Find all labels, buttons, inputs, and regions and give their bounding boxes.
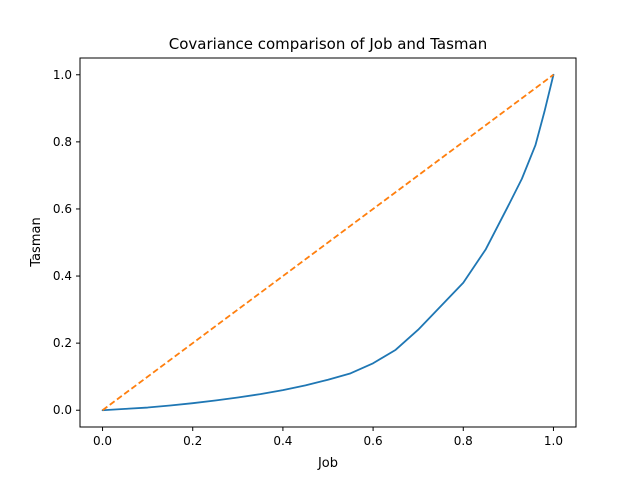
y-tick-label: 0.6 bbox=[53, 202, 72, 216]
plot-frame bbox=[79, 57, 577, 428]
x-tick-label: 0.8 bbox=[454, 434, 473, 448]
x-axis-label: Job bbox=[317, 456, 338, 471]
y-tick-label: 0.0 bbox=[53, 403, 72, 417]
series-line-1 bbox=[101, 73, 555, 412]
x-tick-label: 0.0 bbox=[93, 434, 112, 448]
x-tick-label: 0.4 bbox=[273, 434, 292, 448]
x-tick-label: 0.6 bbox=[364, 434, 383, 448]
series-line-2 bbox=[102, 74, 554, 411]
chart-title: Covariance comparison of Job and Tasman bbox=[169, 35, 487, 53]
series-layer bbox=[101, 73, 555, 412]
x-axis: 0.0 0.2 0.4 0.6 0.8 1.0 bbox=[93, 427, 563, 448]
y-tick-label: 0.2 bbox=[53, 336, 72, 350]
x-tick-label: 1.0 bbox=[544, 434, 563, 448]
y-tick-label: 1.0 bbox=[53, 68, 72, 82]
y-axis-label: Tasman bbox=[29, 217, 44, 267]
y-tick-label: 0.8 bbox=[53, 135, 72, 149]
y-tick-label: 0.4 bbox=[53, 269, 72, 283]
x-tick-label: 0.2 bbox=[183, 434, 202, 448]
y-axis: 0.0 0.2 0.4 0.6 0.8 1.0 bbox=[53, 68, 80, 417]
